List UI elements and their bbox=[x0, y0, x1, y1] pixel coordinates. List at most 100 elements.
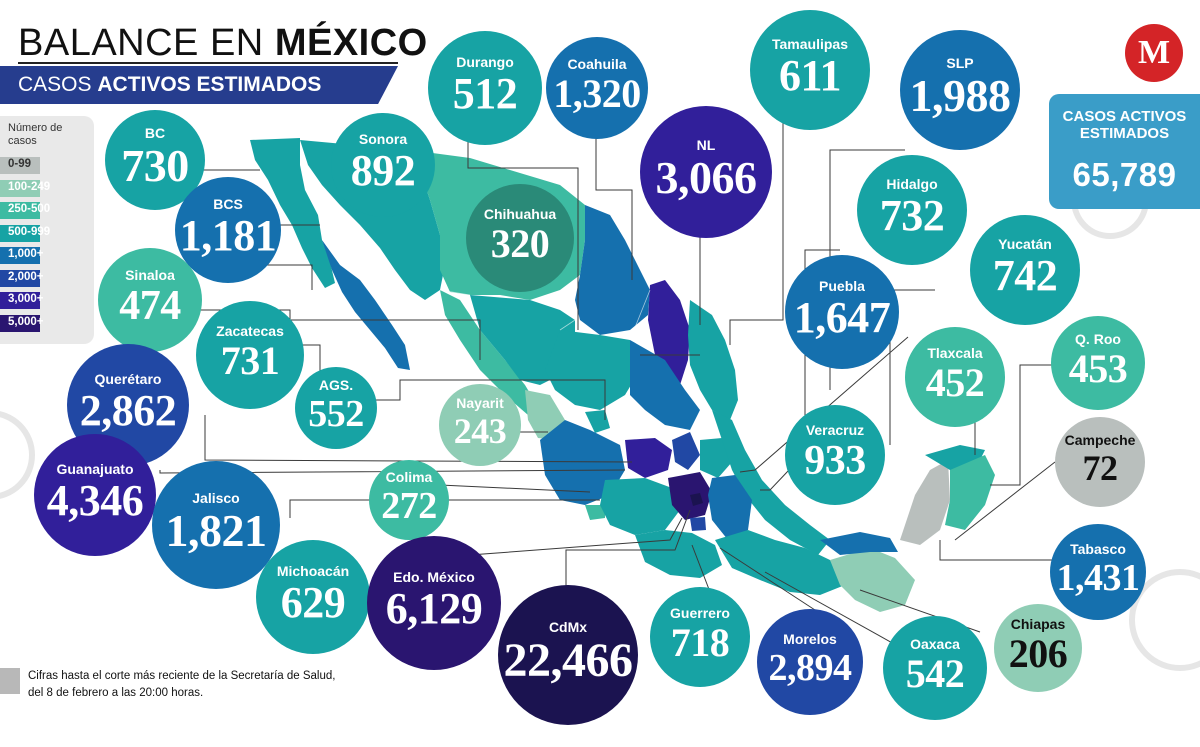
map-region-hidalgo bbox=[700, 438, 732, 478]
page-title: BALANCE EN MÉXICO bbox=[18, 22, 428, 65]
map-region-zacatecas bbox=[545, 330, 640, 410]
state-name: CdMx bbox=[548, 619, 588, 635]
state-bubble: Zacatecas 731 bbox=[196, 301, 304, 409]
state-value: 1,320 bbox=[553, 71, 641, 116]
legend-swatch bbox=[0, 179, 40, 197]
state-name: AGS. bbox=[318, 377, 354, 393]
total-label-line-1: CASOS ACTIVOS bbox=[1062, 108, 1187, 125]
state-bubble: Coahuila 1,320 bbox=[546, 37, 648, 139]
state-bubble: Durango 512 bbox=[428, 31, 542, 145]
state-name: Campeche bbox=[1064, 432, 1136, 448]
map-region-sinaloa bbox=[440, 290, 540, 415]
legend-item: 5,000+ bbox=[0, 312, 94, 334]
state-name: Durango bbox=[456, 54, 514, 70]
state-value: 453 bbox=[1068, 346, 1128, 391]
state-bubble: Tabasco 1,431 bbox=[1050, 524, 1146, 620]
state-name: Jalisco bbox=[192, 490, 240, 506]
footnote: Cifras hasta el corte más reciente de la… bbox=[28, 670, 336, 699]
state-bubble: Puebla 1,647 bbox=[785, 255, 899, 369]
state-bubble: SLP 1,988 bbox=[900, 30, 1020, 150]
state-value: 6,129 bbox=[385, 584, 483, 633]
state-value: 732 bbox=[879, 191, 945, 240]
state-bubble: Tamaulipas 611 bbox=[750, 10, 870, 130]
legend-label: 0-99 bbox=[8, 158, 32, 170]
legend-item: 0-99 bbox=[0, 154, 94, 176]
state-name: Tamaulipas bbox=[772, 36, 848, 52]
state-bubble: Campeche 72 bbox=[1055, 417, 1145, 507]
state-name: Zacatecas bbox=[216, 323, 284, 339]
state-name: Oaxaca bbox=[910, 636, 960, 652]
footnote-marker bbox=[0, 668, 20, 694]
state-value: 1,647 bbox=[793, 293, 891, 342]
state-name: Edo. México bbox=[393, 569, 475, 585]
title-part-2: MÉXICO bbox=[274, 22, 428, 64]
legend-swatch bbox=[0, 202, 40, 219]
milenio-logo: M bbox=[1125, 24, 1183, 82]
title-part-1: BALANCE EN bbox=[18, 22, 264, 64]
legend-swatch bbox=[0, 224, 40, 242]
legend-label: 3,000+ bbox=[8, 293, 44, 305]
state-bubble: AGS. 552 bbox=[295, 367, 377, 449]
legend-item: 3,000+ bbox=[0, 289, 94, 311]
state-bubble: Nayarit 243 bbox=[439, 384, 521, 466]
state-value: 2,862 bbox=[79, 386, 177, 435]
legend-label: 250-500 bbox=[8, 203, 51, 215]
state-name: Coahuila bbox=[567, 56, 627, 72]
state-value: 2,894 bbox=[768, 647, 853, 689]
state-value: 629 bbox=[280, 578, 346, 627]
map-region-nayarit bbox=[525, 390, 565, 440]
map-region-qroo bbox=[945, 455, 995, 530]
state-bubble: Sonora 892 bbox=[331, 113, 435, 217]
state-name: Tabasco bbox=[1070, 541, 1126, 557]
legend-label: 1,000+ bbox=[8, 248, 44, 260]
state-value: 1,181 bbox=[179, 211, 277, 260]
state-name: Nayarit bbox=[456, 395, 504, 411]
map-region-colima bbox=[585, 505, 605, 520]
state-bubble: Edo. México 6,129 bbox=[367, 536, 501, 670]
state-value: 272 bbox=[381, 485, 437, 527]
map-region-queretaro bbox=[672, 432, 700, 470]
state-value: 4,346 bbox=[46, 476, 144, 525]
state-value: 72 bbox=[1082, 448, 1119, 488]
state-bubble: Sinaloa 474 bbox=[98, 248, 202, 352]
state-value: 22,466 bbox=[503, 634, 634, 687]
state-bubble: Chiapas 206 bbox=[994, 604, 1082, 692]
state-value: 718 bbox=[670, 620, 730, 665]
state-bubble: Q. Roo 453 bbox=[1051, 316, 1145, 410]
state-value: 1,431 bbox=[1056, 557, 1141, 599]
state-value: 933 bbox=[804, 438, 866, 484]
title-divider bbox=[18, 62, 398, 64]
legend-label: 100-249 bbox=[8, 180, 51, 193]
state-bubble: Guanajuato 4,346 bbox=[34, 434, 156, 556]
state-bubble: Chihuahua 320 bbox=[466, 184, 574, 292]
state-name: Yucatán bbox=[998, 236, 1052, 252]
legend-swatch bbox=[0, 292, 40, 309]
state-value: 206 bbox=[1008, 631, 1068, 676]
legend-label: 2,000+ bbox=[8, 270, 44, 283]
map-region-veracruz bbox=[712, 410, 830, 555]
state-name: Sinaloa bbox=[125, 267, 175, 283]
state-bubble: Jalisco 1,821 bbox=[152, 461, 280, 589]
state-value: 552 bbox=[308, 393, 364, 435]
state-bubble: NL 3,066 bbox=[640, 106, 772, 238]
state-bubble: Tlaxcala 452 bbox=[905, 327, 1005, 427]
state-bubble: Hidalgo 732 bbox=[857, 155, 967, 265]
state-bubble: Guerrero 718 bbox=[650, 587, 750, 687]
legend-item: 500-999 bbox=[0, 222, 94, 244]
legend-swatch bbox=[0, 314, 40, 332]
state-name: Guerrero bbox=[670, 605, 730, 621]
legend-swatch bbox=[0, 269, 40, 287]
state-bubble: Veracruz 933 bbox=[785, 405, 885, 505]
subtitle-banner: CASOS ACTIVOS ESTIMADOS bbox=[0, 66, 398, 104]
legend-swatch bbox=[0, 247, 40, 264]
legend-item: 2,000+ bbox=[0, 267, 94, 289]
state-name: Querétaro bbox=[94, 371, 162, 387]
state-value: 742 bbox=[992, 251, 1058, 300]
map-region-coahuila bbox=[575, 205, 650, 335]
total-label: CASOS ACTIVOS ESTIMADOS bbox=[1049, 108, 1200, 142]
state-name: Chihuahua bbox=[483, 206, 557, 222]
state-name: BC bbox=[144, 125, 166, 141]
map-region-tamaulipas bbox=[688, 300, 738, 420]
legend: Número de casos 0-99 100-249 250-500 500-99… bbox=[0, 116, 94, 344]
state-name: Colima bbox=[385, 469, 433, 485]
